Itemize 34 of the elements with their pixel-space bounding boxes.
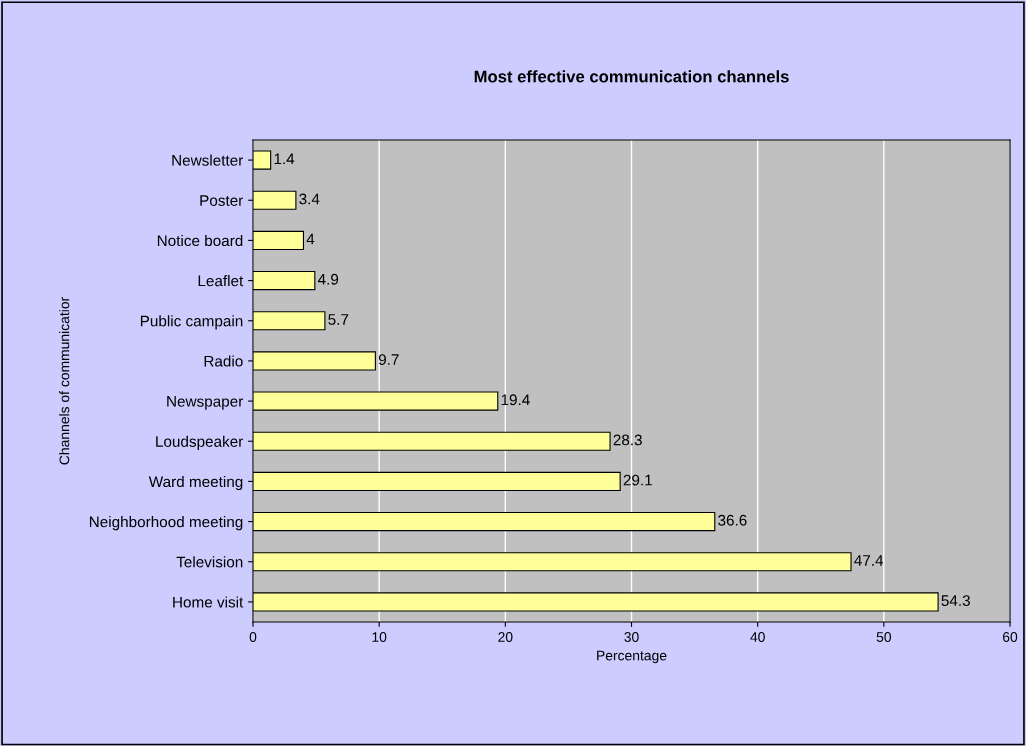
y-tick-label: Newspaper (167, 396, 244, 410)
x-tick-label: 10 (372, 632, 387, 642)
y-axis-title: Channels of communicatior (59, 297, 70, 465)
x-axis-title: Percentage (597, 650, 667, 664)
y-tick-label: Public campain (140, 315, 243, 330)
data-label: 4 (306, 233, 315, 245)
data-label: 19.4 (501, 394, 530, 406)
data-label: 1.4 (274, 153, 295, 165)
data-label: 9.7 (378, 354, 399, 366)
data-label: 4.9 (317, 273, 339, 285)
x-tick-label: 40 (750, 632, 765, 642)
y-tick-label: Neighborhood meeting (89, 516, 243, 531)
y-tick-label: Newsletter (172, 154, 244, 166)
y-tick-label: Loudspeaker (156, 435, 244, 450)
y-tick-label: Ward meeting (148, 475, 243, 491)
y-tick-label: Notice board (157, 234, 243, 247)
x-tick-label: 50 (876, 632, 892, 642)
x-tick-label: 20 (498, 632, 513, 642)
chart-title: Most effective communication channels (474, 70, 789, 83)
x-tick-label: 60 (1002, 632, 1018, 642)
data-label: 3.4 (299, 193, 320, 205)
data-label: 29.1 (623, 474, 652, 486)
data-label: 47.4 (854, 555, 884, 566)
y-tick-label: Home visit (173, 596, 244, 608)
x-tick-label: 0 (249, 632, 257, 642)
data-label: 28.3 (613, 434, 642, 446)
y-tick-label: Poster (200, 195, 244, 206)
y-tick-label: Television (176, 556, 243, 568)
x-tick-label: 30 (624, 632, 639, 642)
y-tick-label: Leaflet (198, 275, 244, 287)
y-tick-label: Radio (204, 355, 243, 367)
data-label: 54.3 (941, 595, 970, 607)
data-label: 5.7 (328, 314, 349, 325)
data-label: 36.6 (718, 514, 747, 526)
